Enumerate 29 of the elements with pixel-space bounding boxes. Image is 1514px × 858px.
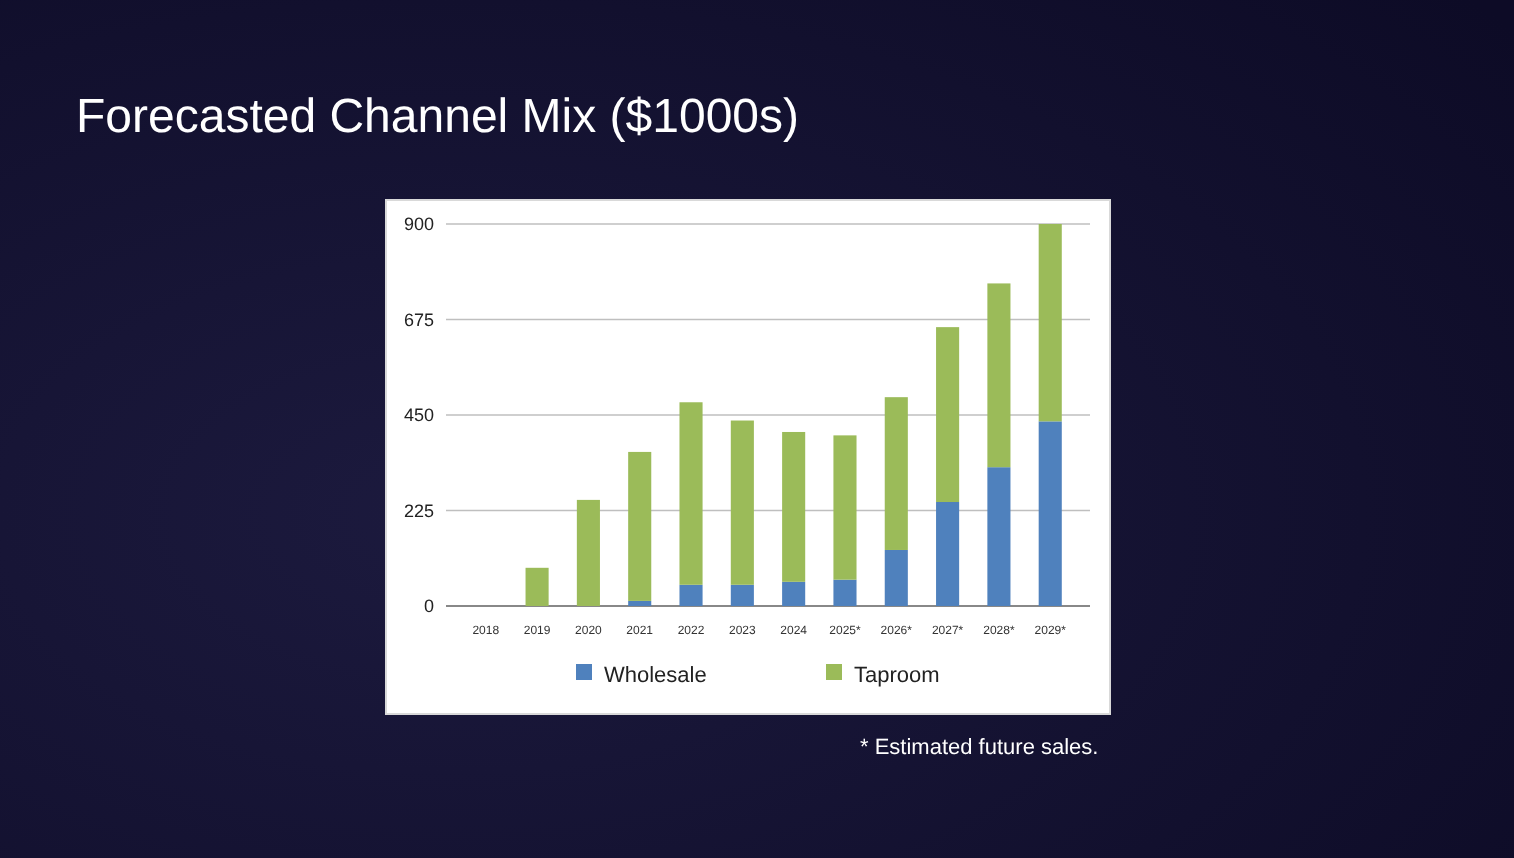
bar [936, 502, 960, 606]
bar [730, 584, 754, 606]
bar [730, 420, 754, 585]
bar [987, 467, 1011, 606]
legend-label: Taproom [854, 663, 940, 688]
bar [679, 584, 703, 606]
bar [782, 431, 806, 582]
bar [833, 435, 857, 580]
y-tick-label: 0 [423, 596, 434, 617]
bar [884, 549, 908, 606]
bar [1038, 224, 1062, 422]
bar [525, 567, 549, 606]
bar [628, 451, 652, 601]
text: * Estimated future sales. [860, 736, 1099, 760]
bar [576, 499, 600, 606]
bar [628, 600, 652, 606]
bar [679, 402, 703, 585]
y-tick-label: 225 [403, 500, 434, 521]
bar [884, 397, 908, 550]
bar [782, 581, 806, 606]
bar [1038, 421, 1062, 606]
legend-label: Wholesale [604, 663, 707, 688]
y-tick-label: 450 [403, 405, 434, 426]
bar [936, 327, 960, 503]
bar [987, 283, 1011, 468]
y-tick-label: 900 [403, 214, 434, 235]
y-tick-label: 675 [403, 309, 434, 330]
chart-title: Forecasted Channel Mix ($1000s) [76, 90, 800, 144]
bar [833, 579, 857, 606]
